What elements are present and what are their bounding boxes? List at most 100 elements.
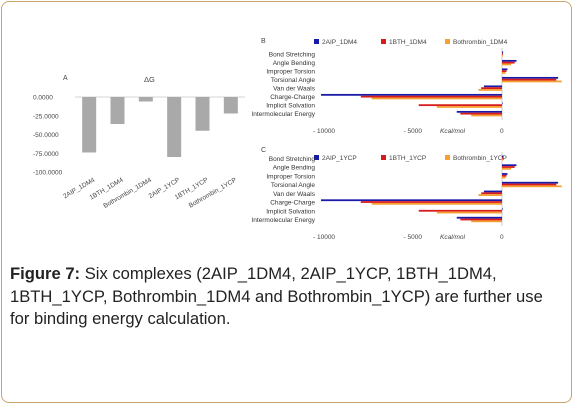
panel-b-legend-swatch — [381, 39, 386, 44]
panel-c-bar — [502, 166, 515, 168]
panel-c-bar — [502, 185, 562, 188]
panel-c-bar — [502, 157, 503, 160]
panel-c-legend-label: 2AIP_1YCP — [322, 155, 357, 162]
panel-b-bar — [502, 55, 503, 57]
panel-b-bar — [460, 112, 502, 115]
panel-a-bar — [82, 97, 97, 153]
panel-c-bar — [418, 209, 502, 212]
panel-c-category-label: Improper Torsion — [266, 173, 315, 180]
panel-a-ytick-label: -100.0000 — [33, 170, 63, 177]
panel-c-legend-label: Bothrombin_1YCP — [453, 155, 507, 162]
panel-c-category-label: Bond Stretching — [269, 156, 316, 163]
panel-c-bar — [502, 155, 504, 158]
panel-a-bar — [195, 97, 210, 131]
panel-b-xtick-label: - 5000 — [404, 128, 423, 135]
panel-c-bar — [321, 199, 502, 202]
panel-b-legend-label: 1BTH_1DM4 — [389, 39, 427, 46]
panel-c-bar — [471, 220, 502, 223]
panel-b-category-label: Torsional Angle — [271, 77, 315, 84]
panel-b-bar — [471, 114, 502, 117]
panel-c-bar — [502, 159, 503, 161]
panel-a-ytick-label: -50.0000 — [33, 132, 59, 139]
panel-c-bar — [371, 202, 502, 205]
panel-b-bar — [418, 104, 502, 107]
panel-b-bar — [502, 61, 515, 64]
panel-c-bar — [502, 164, 517, 167]
panel-b-bar — [502, 78, 557, 81]
panel-c-category-label: Torsional Angle — [271, 182, 315, 189]
panel-b-legend-swatch — [445, 39, 450, 44]
panel-b-bar — [502, 76, 559, 79]
panel-c-xtick-label: - 10000 — [313, 234, 335, 241]
panel-c-bar — [502, 183, 557, 186]
panel-c-xlabel: Kcal/mol — [440, 234, 465, 241]
panel-c-category-label: Implicit Solvation — [266, 208, 315, 215]
panel-b-legend-label: 2AIP_1DM4 — [322, 39, 357, 46]
panel-b-bar — [321, 93, 502, 96]
panel-a-ytick-label: 0.0000 — [33, 95, 53, 102]
panel-b-legend-label: Bothrombin_1DM4 — [453, 39, 508, 46]
panel-b-category-label: Van der Waals — [273, 86, 316, 93]
panel-a-category-label: Bothrombin_1DM4 — [102, 176, 153, 209]
panel-b-xlabel: Kcal/mol — [440, 128, 465, 135]
panel-c-legend-swatch — [314, 155, 319, 160]
panel-b-bar — [436, 106, 502, 108]
panel-a-category-label: Bothrombin_1YCP — [188, 177, 238, 210]
panel-a-bar — [167, 97, 182, 157]
panel-b-category-label: Implicit Solvation — [266, 103, 315, 110]
panel-a-bar — [110, 97, 125, 124]
panel-c-bar — [436, 211, 502, 214]
panel-b-bar — [502, 53, 503, 56]
panel-c-xtick-label: 0 — [500, 234, 504, 241]
panel-b-bar — [502, 63, 512, 66]
panel-a-ytick-label: -25.0000 — [33, 113, 59, 120]
panel-a-ytick-label: -75.0000 — [33, 151, 59, 158]
panel-c-legend-label: 1BTH_1YCP — [389, 155, 426, 162]
panel-b-category-label: Angle Bending — [273, 60, 316, 67]
panel-c-xtick-label: - 5000 — [404, 234, 423, 241]
panel-a-bar — [223, 97, 238, 114]
panel-b-bar — [502, 72, 506, 74]
panel-c-bar — [481, 192, 502, 195]
panel-b-category-label: Charge-Charge — [270, 94, 315, 101]
panel-b-bar — [360, 95, 502, 98]
panel-b-xtick-label: - 10000 — [313, 128, 335, 135]
panel-c-category-label: Van der Waals — [273, 191, 316, 198]
panel-b-bar — [481, 87, 502, 90]
panel-b-xtick-label: 0 — [500, 128, 504, 135]
panel-c-category-label: Angle Bending — [273, 165, 316, 172]
panel-c-category-label: Charge-Charge — [270, 200, 315, 207]
panel-b-bar — [502, 80, 562, 83]
panel-b-bar — [371, 97, 502, 100]
panel-b-bar — [502, 51, 504, 54]
panel-b-legend-swatch — [314, 39, 319, 44]
figure-charts: A ΔG 0.0000 -25.0000 -50.0000 -75.0000 -100.00… — [33, 38, 562, 241]
panel-b-bar — [478, 89, 502, 91]
caption-label: Figure 7: — [10, 264, 81, 283]
panel-b-letter: B — [261, 38, 266, 45]
panel-b-category-label: Intermolecular Energy — [251, 111, 315, 118]
panel-b-bar — [456, 110, 502, 113]
panel-a-bar — [138, 97, 153, 102]
panel-b-category-label: Improper Torsion — [266, 69, 315, 76]
panel-b-category-label: Bond Stretching — [269, 52, 316, 59]
panel-b-bar — [483, 85, 502, 88]
panel-c-bar — [456, 216, 502, 219]
panel-c-bar — [460, 218, 502, 221]
panel-a-letter: A — [63, 75, 68, 82]
panel-c-bar — [502, 208, 503, 210]
panel-b-bar — [502, 70, 507, 73]
panel-c-bar — [360, 201, 502, 203]
panel-c-bar — [502, 176, 506, 179]
panel-c-bar — [502, 181, 559, 184]
panel-c-legend-swatch — [381, 155, 386, 160]
panel-c-bar — [502, 167, 512, 170]
panel-a-title: ΔG — [144, 75, 155, 84]
panel-c-category-label: Intermolecular Energy — [251, 217, 315, 224]
figure-caption: Figure 7: Six complexes (2AIP_1DM4, 2AIP… — [10, 263, 560, 331]
panel-c-bar — [483, 190, 502, 193]
panel-c-bar — [502, 174, 507, 177]
panel-b-bar — [502, 68, 508, 71]
panel-b-bar — [502, 102, 503, 105]
caption-text: Six complexes (2AIP_1DM4, 2AIP_1YCP, 1BT… — [10, 264, 543, 328]
